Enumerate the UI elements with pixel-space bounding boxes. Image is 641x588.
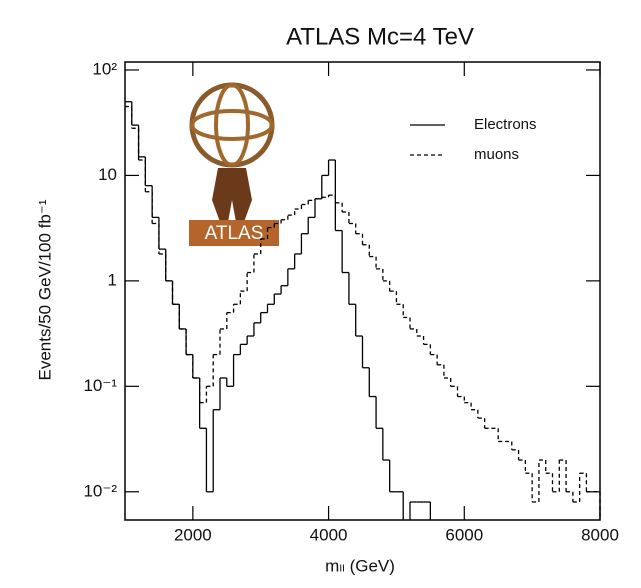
legend-label: muons <box>474 146 519 163</box>
plot-frame <box>124 61 601 521</box>
atlas-logo: ATLAS <box>189 82 279 246</box>
x-tick-label: 2000 <box>174 525 212 544</box>
logo-globe-parallel <box>190 109 274 141</box>
logo-globe-meridian <box>214 83 250 167</box>
y-tick-label: 10⁻¹ <box>83 376 117 395</box>
x-axis-label: mₗₗ (GeV) <box>325 556 395 575</box>
y-axis-label: Events/50 GeV/100 fb⁻¹ <box>35 199 54 380</box>
x-tick-label: 4000 <box>310 525 348 544</box>
y-tick-label: 10² <box>92 59 117 78</box>
logo-figure <box>212 168 252 222</box>
y-tick-label: 1 <box>108 270 117 289</box>
chart-title: ATLAS Mc=4 TeV <box>286 23 474 50</box>
legend-label: Electrons <box>474 116 537 133</box>
x-tick-label: 8000 <box>581 525 619 544</box>
y-tick-label: 10 <box>98 165 117 184</box>
logo-box <box>189 220 279 246</box>
y-tick-label: 10⁻² <box>83 481 117 500</box>
logo-label: ATLAS <box>205 223 264 244</box>
x-tick-label: 6000 <box>445 525 483 544</box>
